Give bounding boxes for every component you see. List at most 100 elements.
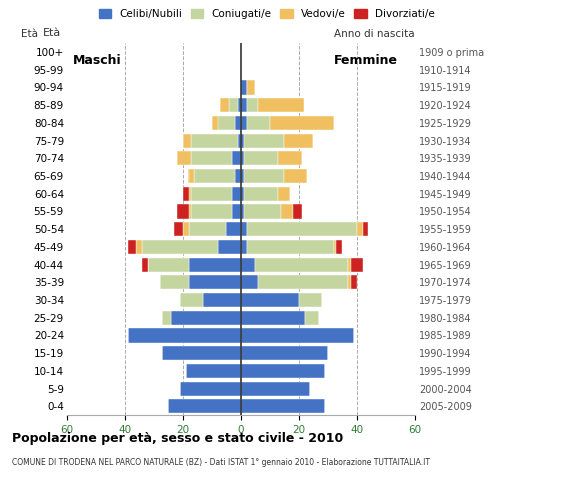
- Bar: [241, 328, 354, 343]
- Bar: [188, 222, 226, 236]
- Bar: [191, 151, 232, 166]
- Bar: [241, 275, 258, 289]
- Bar: [241, 399, 325, 413]
- Legend: Celibi/Nubili, Coniugati/e, Vedovi/e, Divorziati/e: Celibi/Nubili, Coniugati/e, Vedovi/e, Di…: [95, 5, 439, 24]
- Bar: [284, 133, 313, 148]
- Bar: [174, 222, 183, 236]
- Bar: [188, 169, 194, 183]
- Bar: [241, 222, 246, 236]
- Bar: [183, 187, 188, 201]
- Bar: [188, 204, 191, 218]
- Bar: [212, 116, 218, 130]
- Bar: [162, 311, 171, 325]
- Bar: [191, 187, 232, 201]
- Bar: [284, 169, 307, 183]
- Bar: [336, 240, 342, 254]
- Text: Maschi: Maschi: [72, 54, 121, 67]
- Bar: [241, 151, 244, 166]
- Bar: [362, 222, 368, 236]
- Bar: [128, 240, 136, 254]
- Bar: [270, 116, 333, 130]
- Bar: [241, 258, 255, 272]
- Bar: [183, 222, 188, 236]
- Bar: [136, 240, 142, 254]
- Bar: [188, 258, 241, 272]
- Bar: [183, 133, 191, 148]
- Bar: [241, 346, 328, 360]
- Bar: [232, 151, 241, 166]
- Bar: [128, 328, 241, 343]
- Bar: [241, 98, 246, 112]
- Bar: [186, 364, 241, 378]
- Bar: [258, 275, 348, 289]
- Bar: [226, 222, 241, 236]
- Text: COMUNE DI TRODENA NEL PARCO NATURALE (BZ) - Dati ISTAT 1° gennaio 2010 - Elabora: COMUNE DI TRODENA NEL PARCO NATURALE (BZ…: [12, 458, 430, 468]
- Bar: [304, 311, 319, 325]
- Bar: [241, 116, 246, 130]
- Bar: [188, 187, 191, 201]
- Bar: [232, 204, 241, 218]
- Bar: [232, 187, 241, 201]
- Bar: [177, 151, 191, 166]
- Bar: [241, 80, 246, 95]
- Bar: [258, 98, 304, 112]
- Bar: [244, 204, 281, 218]
- Bar: [235, 169, 241, 183]
- Bar: [246, 222, 357, 236]
- Bar: [238, 98, 241, 112]
- Text: Età: Età: [21, 29, 38, 39]
- Bar: [348, 258, 351, 272]
- Bar: [203, 293, 241, 307]
- Bar: [241, 204, 244, 218]
- Bar: [171, 311, 241, 325]
- Bar: [351, 275, 357, 289]
- Bar: [255, 258, 348, 272]
- Bar: [180, 293, 203, 307]
- Bar: [334, 240, 336, 254]
- Bar: [142, 258, 148, 272]
- Bar: [244, 187, 278, 201]
- Bar: [168, 399, 241, 413]
- Bar: [220, 98, 229, 112]
- Bar: [160, 275, 188, 289]
- Bar: [191, 133, 238, 148]
- Bar: [191, 204, 232, 218]
- Bar: [218, 116, 235, 130]
- Bar: [357, 222, 362, 236]
- Bar: [246, 98, 258, 112]
- Bar: [177, 204, 189, 218]
- Bar: [162, 346, 241, 360]
- Text: Anno di nascita: Anno di nascita: [334, 29, 415, 39]
- Bar: [278, 151, 302, 166]
- Bar: [241, 293, 299, 307]
- Bar: [241, 382, 310, 396]
- Bar: [281, 204, 293, 218]
- Bar: [180, 382, 241, 396]
- Bar: [246, 80, 255, 95]
- Bar: [218, 240, 241, 254]
- Bar: [293, 204, 302, 218]
- Bar: [241, 133, 244, 148]
- Text: Femmine: Femmine: [334, 54, 397, 67]
- Bar: [244, 151, 278, 166]
- Bar: [246, 116, 270, 130]
- Bar: [235, 116, 241, 130]
- Bar: [241, 187, 244, 201]
- Bar: [188, 275, 241, 289]
- Text: Età: Età: [43, 28, 61, 38]
- Bar: [241, 364, 325, 378]
- Bar: [241, 311, 304, 325]
- Bar: [241, 169, 244, 183]
- Bar: [246, 240, 334, 254]
- Text: Popolazione per età, sesso e stato civile - 2010: Popolazione per età, sesso e stato civil…: [12, 432, 343, 445]
- Bar: [241, 240, 246, 254]
- Bar: [148, 258, 188, 272]
- Bar: [244, 133, 284, 148]
- Bar: [244, 169, 284, 183]
- Bar: [348, 275, 351, 289]
- Bar: [194, 169, 235, 183]
- Bar: [278, 187, 290, 201]
- Bar: [238, 133, 241, 148]
- Bar: [351, 258, 362, 272]
- Bar: [229, 98, 238, 112]
